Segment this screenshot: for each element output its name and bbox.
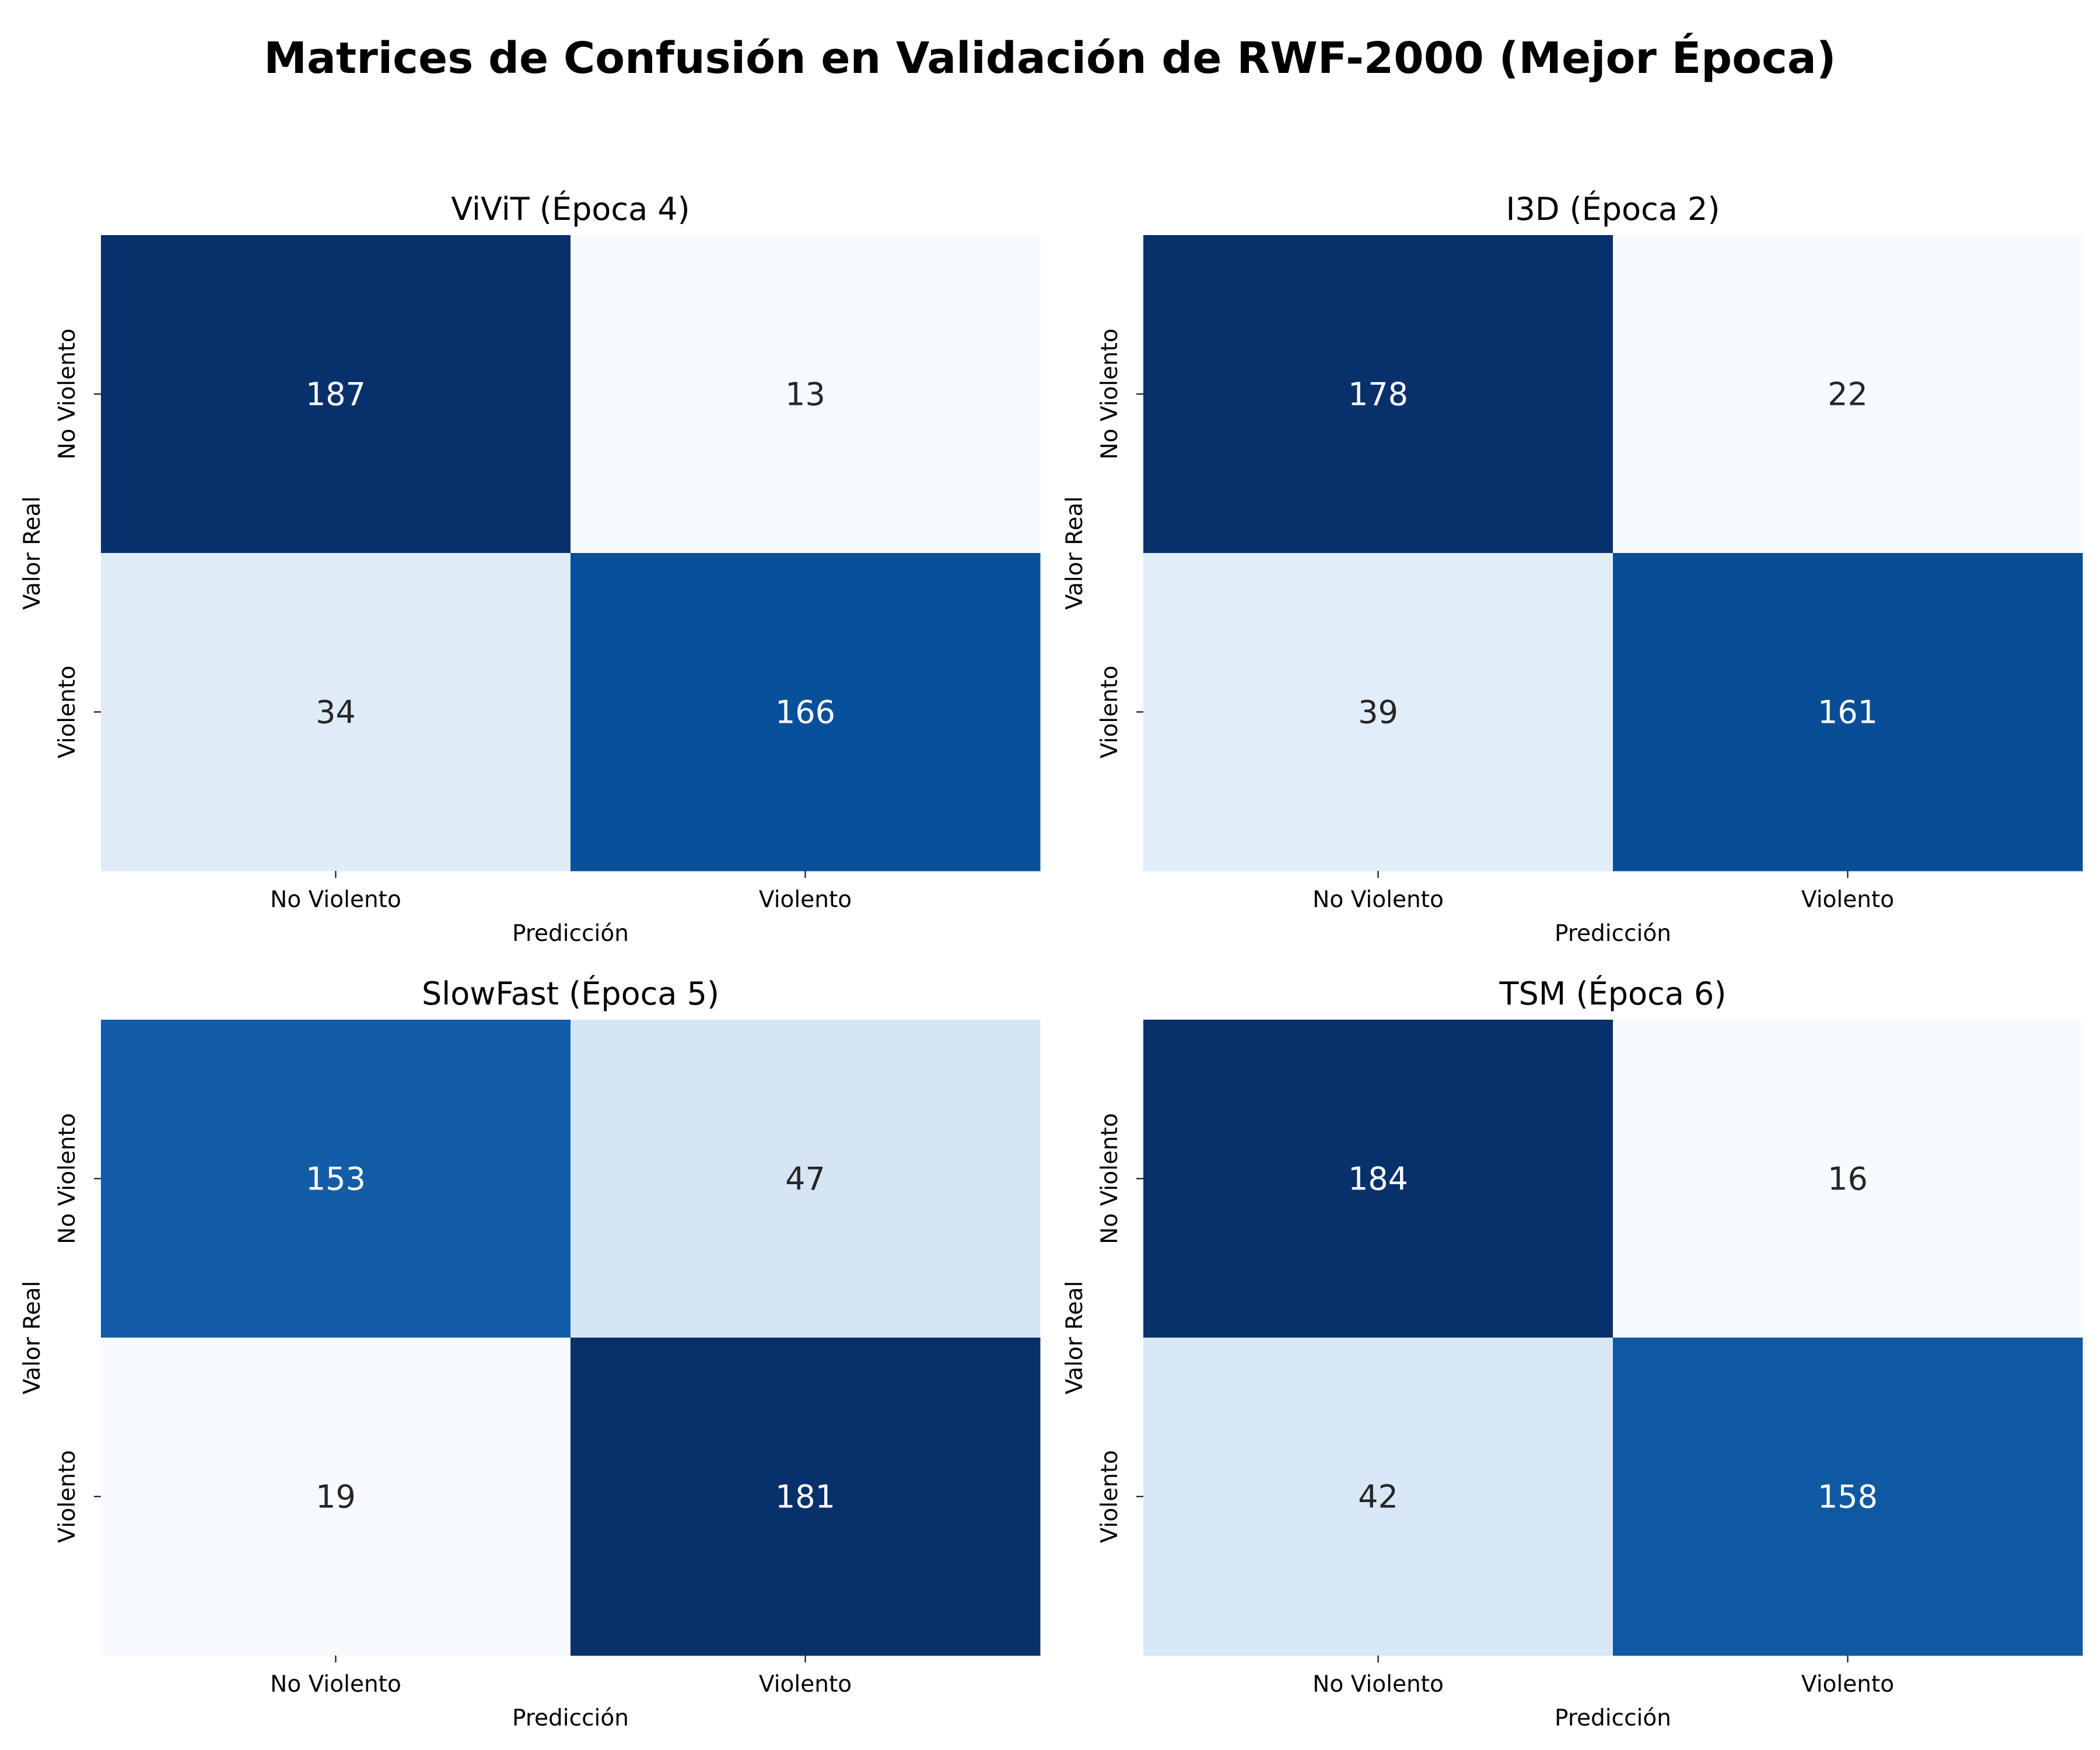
cell-value-label: 34 bbox=[316, 694, 356, 731]
y-tick-label: No Violento bbox=[1097, 328, 1123, 460]
y-axis-label: Valor Real bbox=[19, 496, 46, 610]
y-axis-label: Valor Real bbox=[1062, 496, 1088, 610]
heatmap-cell bbox=[101, 1020, 571, 1338]
y-tick-label: No Violento bbox=[54, 1113, 80, 1244]
cell-value-label: 166 bbox=[775, 694, 835, 731]
heatmap-panel-2: I3D (Época 2) 178 22 39 161 No Violento Violen… bbox=[1062, 191, 2083, 947]
cell-value-label: 187 bbox=[306, 376, 366, 413]
cell-value-label: 181 bbox=[775, 1479, 835, 1516]
x-tick-label: Violento bbox=[1801, 887, 1894, 913]
panels-group: ViViT (Época 4) 187 13 34 166 No Violento Viol… bbox=[19, 191, 2083, 1731]
cell-value-label: 13 bbox=[785, 376, 825, 413]
x-axis-label: Predicción bbox=[512, 1705, 629, 1731]
cell-value-label: 19 bbox=[316, 1479, 356, 1516]
heatmap-cell bbox=[1143, 1020, 1614, 1338]
cell-value-label: 47 bbox=[785, 1161, 825, 1198]
heatmap-cell bbox=[1143, 235, 1614, 554]
y-axis-label: Valor Real bbox=[19, 1281, 46, 1395]
x-axis-label: Predicción bbox=[1555, 921, 1671, 947]
x-tick-label: No Violento bbox=[1312, 1671, 1444, 1698]
panel-title: I3D (Época 2) bbox=[1506, 191, 1720, 228]
y-axis-label: Valor Real bbox=[1062, 1281, 1088, 1395]
x-tick-label: No Violento bbox=[1312, 887, 1444, 913]
y-tick-label: Violento bbox=[54, 1450, 80, 1543]
y-tick-label: Violento bbox=[1097, 666, 1123, 758]
cell-value-label: 22 bbox=[1828, 376, 1868, 413]
heatmap-cell bbox=[1613, 553, 2083, 872]
cell-value-label: 39 bbox=[1358, 694, 1398, 731]
heatmap-cell bbox=[570, 553, 1041, 872]
figure-title: Matrices de Confusión en Validación de R… bbox=[264, 32, 1836, 83]
cell-value-label: 42 bbox=[1358, 1479, 1398, 1516]
heatmap-cell bbox=[1143, 1338, 1614, 1656]
cell-value-label: 178 bbox=[1348, 376, 1408, 413]
heatmap-cell bbox=[1613, 1020, 2083, 1338]
heatmap-panel-1: ViViT (Época 4) 187 13 34 166 No Violento Viol… bbox=[19, 191, 1041, 947]
cell-value-label: 161 bbox=[1818, 694, 1878, 731]
heatmap-cell bbox=[570, 1020, 1041, 1338]
x-axis-label: Predicción bbox=[512, 921, 629, 947]
cell-value-label: 184 bbox=[1348, 1161, 1408, 1198]
y-tick-label: Violento bbox=[1097, 1450, 1123, 1543]
panel-title: ViViT (Época 4) bbox=[451, 191, 690, 228]
y-tick-label: Violento bbox=[54, 666, 80, 758]
cell-value-label: 16 bbox=[1828, 1161, 1868, 1198]
panel-title: TSM (Época 6) bbox=[1499, 975, 1727, 1012]
heatmap-panel-4: TSM (Época 6) 184 16 42 158 No Violento Violen… bbox=[1062, 975, 2083, 1731]
heatmap-cell bbox=[1613, 1338, 2083, 1656]
x-tick-label: No Violento bbox=[270, 887, 401, 913]
x-tick-label: Violento bbox=[759, 887, 852, 913]
cell-value-label: 158 bbox=[1818, 1479, 1878, 1516]
heatmap-cell bbox=[1613, 235, 2083, 554]
x-tick-label: Violento bbox=[759, 1671, 852, 1698]
heatmap-cell bbox=[101, 1338, 571, 1656]
cell-value-label: 153 bbox=[306, 1161, 366, 1198]
x-tick-label: Violento bbox=[1801, 1671, 1894, 1698]
x-tick-label: No Violento bbox=[270, 1671, 401, 1698]
x-axis-label: Predicción bbox=[1555, 1705, 1671, 1731]
heatmap-cell bbox=[570, 1338, 1041, 1656]
heatmap-cell bbox=[570, 235, 1041, 554]
panel-title: SlowFast (Época 5) bbox=[422, 975, 719, 1012]
heatmap-panel-3: SlowFast (Época 5) 153 47 19 181 No Violento V… bbox=[19, 975, 1041, 1731]
heatmap-cell bbox=[101, 235, 571, 554]
heatmap-cell bbox=[101, 553, 571, 872]
heatmap-cell bbox=[1143, 553, 1614, 872]
y-tick-label: No Violento bbox=[54, 328, 80, 460]
y-tick-label: No Violento bbox=[1097, 1113, 1123, 1244]
